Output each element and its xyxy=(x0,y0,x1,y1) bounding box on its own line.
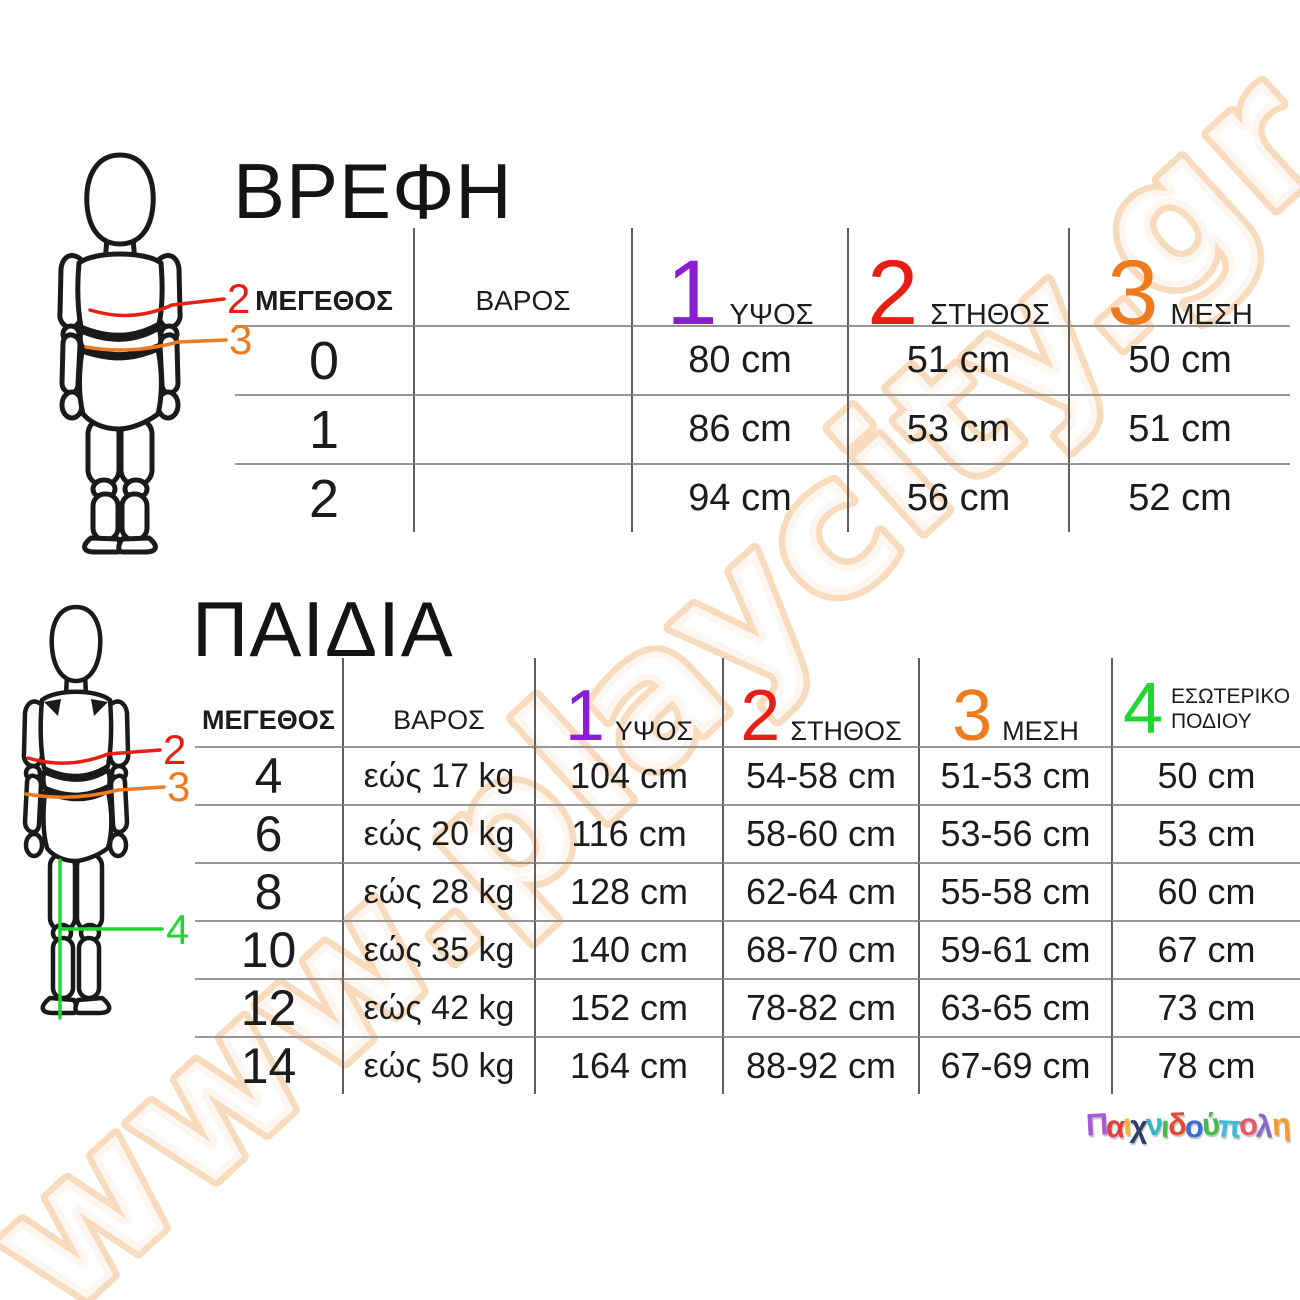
children-header-waist: 3 ΜΕΣΗ xyxy=(918,658,1111,752)
table-cell-size: 4 xyxy=(195,746,342,804)
chest-label: ΣΤΗΘΟΣ xyxy=(790,716,902,746)
table-cell-size: 0 xyxy=(235,325,413,394)
logo-letter: ο xyxy=(1183,1108,1203,1145)
table-cell-chest: 53 cm xyxy=(847,394,1068,463)
table-cell-waist: 52 cm xyxy=(1068,463,1290,532)
child-mannequin-figure xyxy=(6,604,146,1027)
table-cell-size: 6 xyxy=(195,804,342,862)
height-index-number: 1 xyxy=(666,242,718,344)
children-size-table: ΜΕΓΕΘΟΣ ΒΑΡΟΣ 1 ΥΨΟΣ 2 ΣΤΗΘΟΣ 3 ΜΕΣΗ 4 Ε… xyxy=(195,658,1300,1094)
table-cell-size: 14 xyxy=(195,1036,342,1094)
table-cell-height: 104 cm xyxy=(534,746,722,804)
table-cell-height: 86 cm xyxy=(631,394,847,463)
height-label: ΥΨΟΣ xyxy=(614,716,694,746)
table-cell-waist: 51 cm xyxy=(1068,394,1290,463)
table-cell-inseam: 73 cm xyxy=(1111,978,1300,1036)
table-cell-waist: 67-69 cm xyxy=(918,1036,1111,1094)
table-cell-weight: εώς 50 kg xyxy=(342,1036,534,1094)
waist-index-number: 3 xyxy=(952,676,993,756)
table-cell-chest: 68-70 cm xyxy=(722,920,918,978)
height-label: ΥΨΟΣ xyxy=(729,299,814,331)
table-cell-weight xyxy=(413,394,631,463)
inseam-label: ΕΣΩΤΕΡΙΚΟ ΠΟΔΙΟΥ xyxy=(1170,684,1291,733)
children-header-chest: 2 ΣΤΗΘΟΣ xyxy=(722,658,918,752)
table-cell-inseam: 67 cm xyxy=(1111,920,1300,978)
table-cell-size: 8 xyxy=(195,862,342,920)
children-header-size: ΜΕΓΕΘΟΣ xyxy=(202,705,335,735)
table-cell-height: 164 cm xyxy=(534,1036,722,1094)
logo-letter: ύ xyxy=(1200,1106,1219,1143)
table-cell-waist: 59-61 cm xyxy=(918,920,1111,978)
table-cell-inseam: 60 cm xyxy=(1111,862,1300,920)
table-cell-waist: 63-65 cm xyxy=(918,978,1111,1036)
inseam-index-number: 4 xyxy=(1122,669,1163,749)
table-cell-size: 2 xyxy=(235,463,413,532)
infants-header-chest: 2 ΣΤΗΘΟΣ xyxy=(847,228,1068,339)
logo-letter: λ xyxy=(1255,1108,1273,1145)
toy-store-logo: Π α ι χ ν ι δ ο ύ π ο λ η xyxy=(1085,1106,1290,1145)
table-cell-waist: 53-56 cm xyxy=(918,804,1111,862)
logo-letter: π xyxy=(1216,1108,1241,1145)
table-cell-height: 80 cm xyxy=(631,325,847,394)
table-cell-waist: 50 cm xyxy=(1068,325,1290,394)
chest-index-number: 2 xyxy=(740,676,781,756)
infants-header-waist: 3 ΜΕΣΗ xyxy=(1068,228,1290,339)
table-cell-inseam: 50 cm xyxy=(1111,746,1300,804)
logo-letter: Π xyxy=(1085,1106,1108,1143)
table-cell-waist: 55-58 cm xyxy=(918,862,1111,920)
logo-letter: χ xyxy=(1129,1108,1147,1145)
table-cell-weight xyxy=(413,463,631,532)
table-cell-weight: εώς 42 kg xyxy=(342,978,534,1036)
table-cell-inseam: 53 cm xyxy=(1111,804,1300,862)
waist-index-number: 3 xyxy=(1107,242,1159,344)
table-cell-height: 128 cm xyxy=(534,862,722,920)
table-cell-waist: 51-53 cm xyxy=(918,746,1111,804)
table-cell-height: 140 cm xyxy=(534,920,722,978)
child-body-outline xyxy=(24,604,128,1013)
infants-header-weight: ΒΑΡΟΣ xyxy=(413,228,631,325)
table-cell-height: 116 cm xyxy=(534,804,722,862)
table-cell-chest: 58-60 cm xyxy=(722,804,918,862)
table-cell-chest: 88-92 cm xyxy=(722,1036,918,1094)
infant-mannequin-figure xyxy=(30,152,210,558)
chest-label: ΣΤΗΘΟΣ xyxy=(930,299,1050,331)
infants-header-size: ΜΕΓΕΘΟΣ xyxy=(255,285,393,316)
children-section-title: ΠΑΙΔΙΑ xyxy=(192,585,454,673)
table-cell-weight: εώς 17 kg xyxy=(342,746,534,804)
logo-letter: η xyxy=(1270,1106,1290,1143)
table-cell-height: 94 cm xyxy=(631,463,847,532)
chest-index-number: 2 xyxy=(867,242,919,344)
infants-size-table: ΜΕΓΕΘΟΣ ΒΑΡΟΣ 1 ΥΨΟΣ 2 ΣΤΗΘΟΣ 3 ΜΕΣΗ 0 8… xyxy=(235,228,1290,532)
table-cell-height: 152 cm xyxy=(534,978,722,1036)
table-cell-size: 10 xyxy=(195,920,342,978)
table-cell-chest: 54-58 cm xyxy=(722,746,918,804)
infant-head xyxy=(84,152,156,247)
table-cell-chest: 51 cm xyxy=(847,325,1068,394)
table-cell-weight: εώς 20 kg xyxy=(342,804,534,862)
table-cell-weight xyxy=(413,325,631,394)
children-header-inseam: 4 ΕΣΩΤΕΡΙΚΟ ΠΟΔΙΟΥ xyxy=(1111,658,1300,749)
height-index-number: 1 xyxy=(564,676,605,756)
table-cell-weight: εώς 28 kg xyxy=(342,862,534,920)
waist-label: ΜΕΣΗ xyxy=(1170,299,1253,331)
children-header-height: 1 ΥΨΟΣ xyxy=(534,658,722,752)
logo-letter: δ xyxy=(1166,1106,1186,1143)
table-cell-size: 1 xyxy=(235,394,413,463)
table-cell-inseam: 78 cm xyxy=(1111,1036,1300,1094)
infants-header-height: 1 ΥΨΟΣ xyxy=(631,228,847,339)
child-head xyxy=(49,604,103,684)
children-header-weight: ΒΑΡΟΣ xyxy=(342,658,534,746)
infant-body-outline xyxy=(60,152,180,552)
table-cell-chest: 78-82 cm xyxy=(722,978,918,1036)
table-cell-chest: 62-64 cm xyxy=(722,862,918,920)
waist-label: ΜΕΣΗ xyxy=(1002,716,1079,746)
table-cell-size: 12 xyxy=(195,978,342,1036)
infants-section-title: ΒΡΕΦΗ xyxy=(233,147,513,235)
table-cell-chest: 56 cm xyxy=(847,463,1068,532)
table-cell-weight: εώς 35 kg xyxy=(342,920,534,978)
